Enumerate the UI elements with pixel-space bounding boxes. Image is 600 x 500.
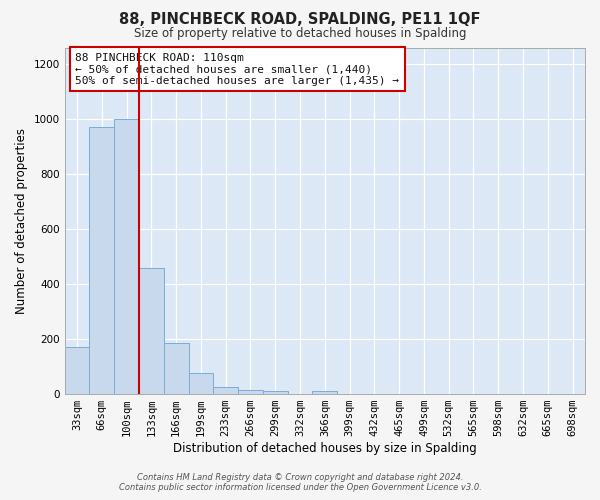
Bar (313, 392, 337, 394)
Text: 88, PINCHBECK ROAD, SPALDING, PE11 1QF: 88, PINCHBECK ROAD, SPALDING, PE11 1QF (119, 12, 481, 28)
Bar (188, 374, 214, 394)
Text: Size of property relative to detached houses in Spalding: Size of property relative to detached ho… (134, 28, 466, 40)
X-axis label: Distribution of detached houses by size in Spalding: Distribution of detached houses by size … (173, 442, 477, 455)
Bar (164, 343, 188, 394)
Y-axis label: Number of detached properties: Number of detached properties (15, 128, 28, 314)
Bar (214, 387, 238, 394)
Bar (89, 128, 114, 394)
Bar (238, 390, 263, 394)
Bar (139, 268, 164, 394)
Bar (263, 392, 287, 394)
Bar (114, 119, 139, 394)
Bar (65, 348, 89, 394)
Text: Contains HM Land Registry data © Crown copyright and database right 2024.
Contai: Contains HM Land Registry data © Crown c… (119, 473, 481, 492)
Text: 88 PINCHBECK ROAD: 110sqm
← 50% of detached houses are smaller (1,440)
50% of se: 88 PINCHBECK ROAD: 110sqm ← 50% of detac… (75, 52, 399, 86)
